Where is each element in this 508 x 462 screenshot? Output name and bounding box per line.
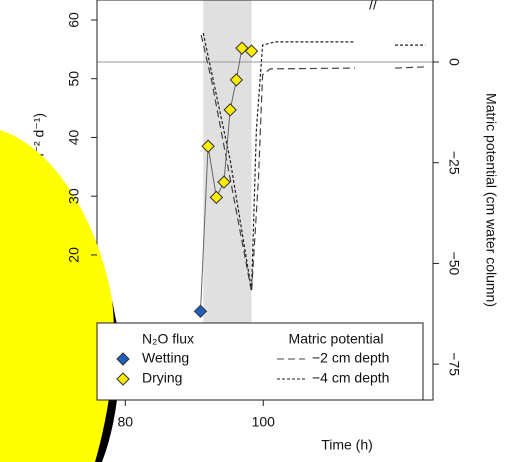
legend-swatch (116, 352, 130, 366)
legend-swatch (116, 372, 130, 386)
legend-label: −2 cm depth (312, 350, 389, 366)
flux-point (201, 139, 215, 153)
y-tick-label: 60 (66, 12, 82, 28)
y-tick-label: 50 (66, 71, 82, 87)
x-axis-label: Time (h) (321, 437, 373, 453)
y-tick-label: 40 (66, 129, 82, 145)
flux-point (229, 73, 244, 87)
y2-tick-label: 0 (446, 58, 462, 66)
flux-point (209, 190, 224, 205)
matric-line (202, 32, 426, 291)
axis-break: // (369, 0, 377, 13)
y2-tick-label: −75 (446, 352, 462, 376)
y2-tick-label: −50 (446, 252, 462, 276)
legend-box (96, 322, 424, 401)
overlay-blob (0, 130, 115, 462)
y-tick-label: 20 (66, 247, 82, 263)
legend: N₂O flux Matric potential Wetting Drying −2 … (96, 322, 424, 401)
flux-point (235, 41, 249, 55)
flux-point (244, 44, 259, 58)
matric-line (200, 34, 426, 292)
legend-label: −4 cm depth (312, 370, 389, 386)
y2-axis-label: Matric potential (cm water column) (483, 93, 499, 307)
legend-title: Matric potential (289, 331, 384, 347)
x-tick-label: 100 (252, 414, 276, 430)
flux-point (193, 304, 208, 319)
x-tick-label: 80 (117, 414, 133, 430)
legend-title: N₂O flux (142, 331, 194, 347)
flux-point (217, 175, 231, 189)
legend-label: Wetting (142, 350, 189, 366)
flux-point (223, 103, 237, 117)
overlay-blob-edge (95, 300, 120, 462)
y-tick-label: 30 (66, 188, 82, 204)
y2-tick-label: −25 (446, 151, 462, 175)
legend-label: Drying (142, 370, 182, 386)
